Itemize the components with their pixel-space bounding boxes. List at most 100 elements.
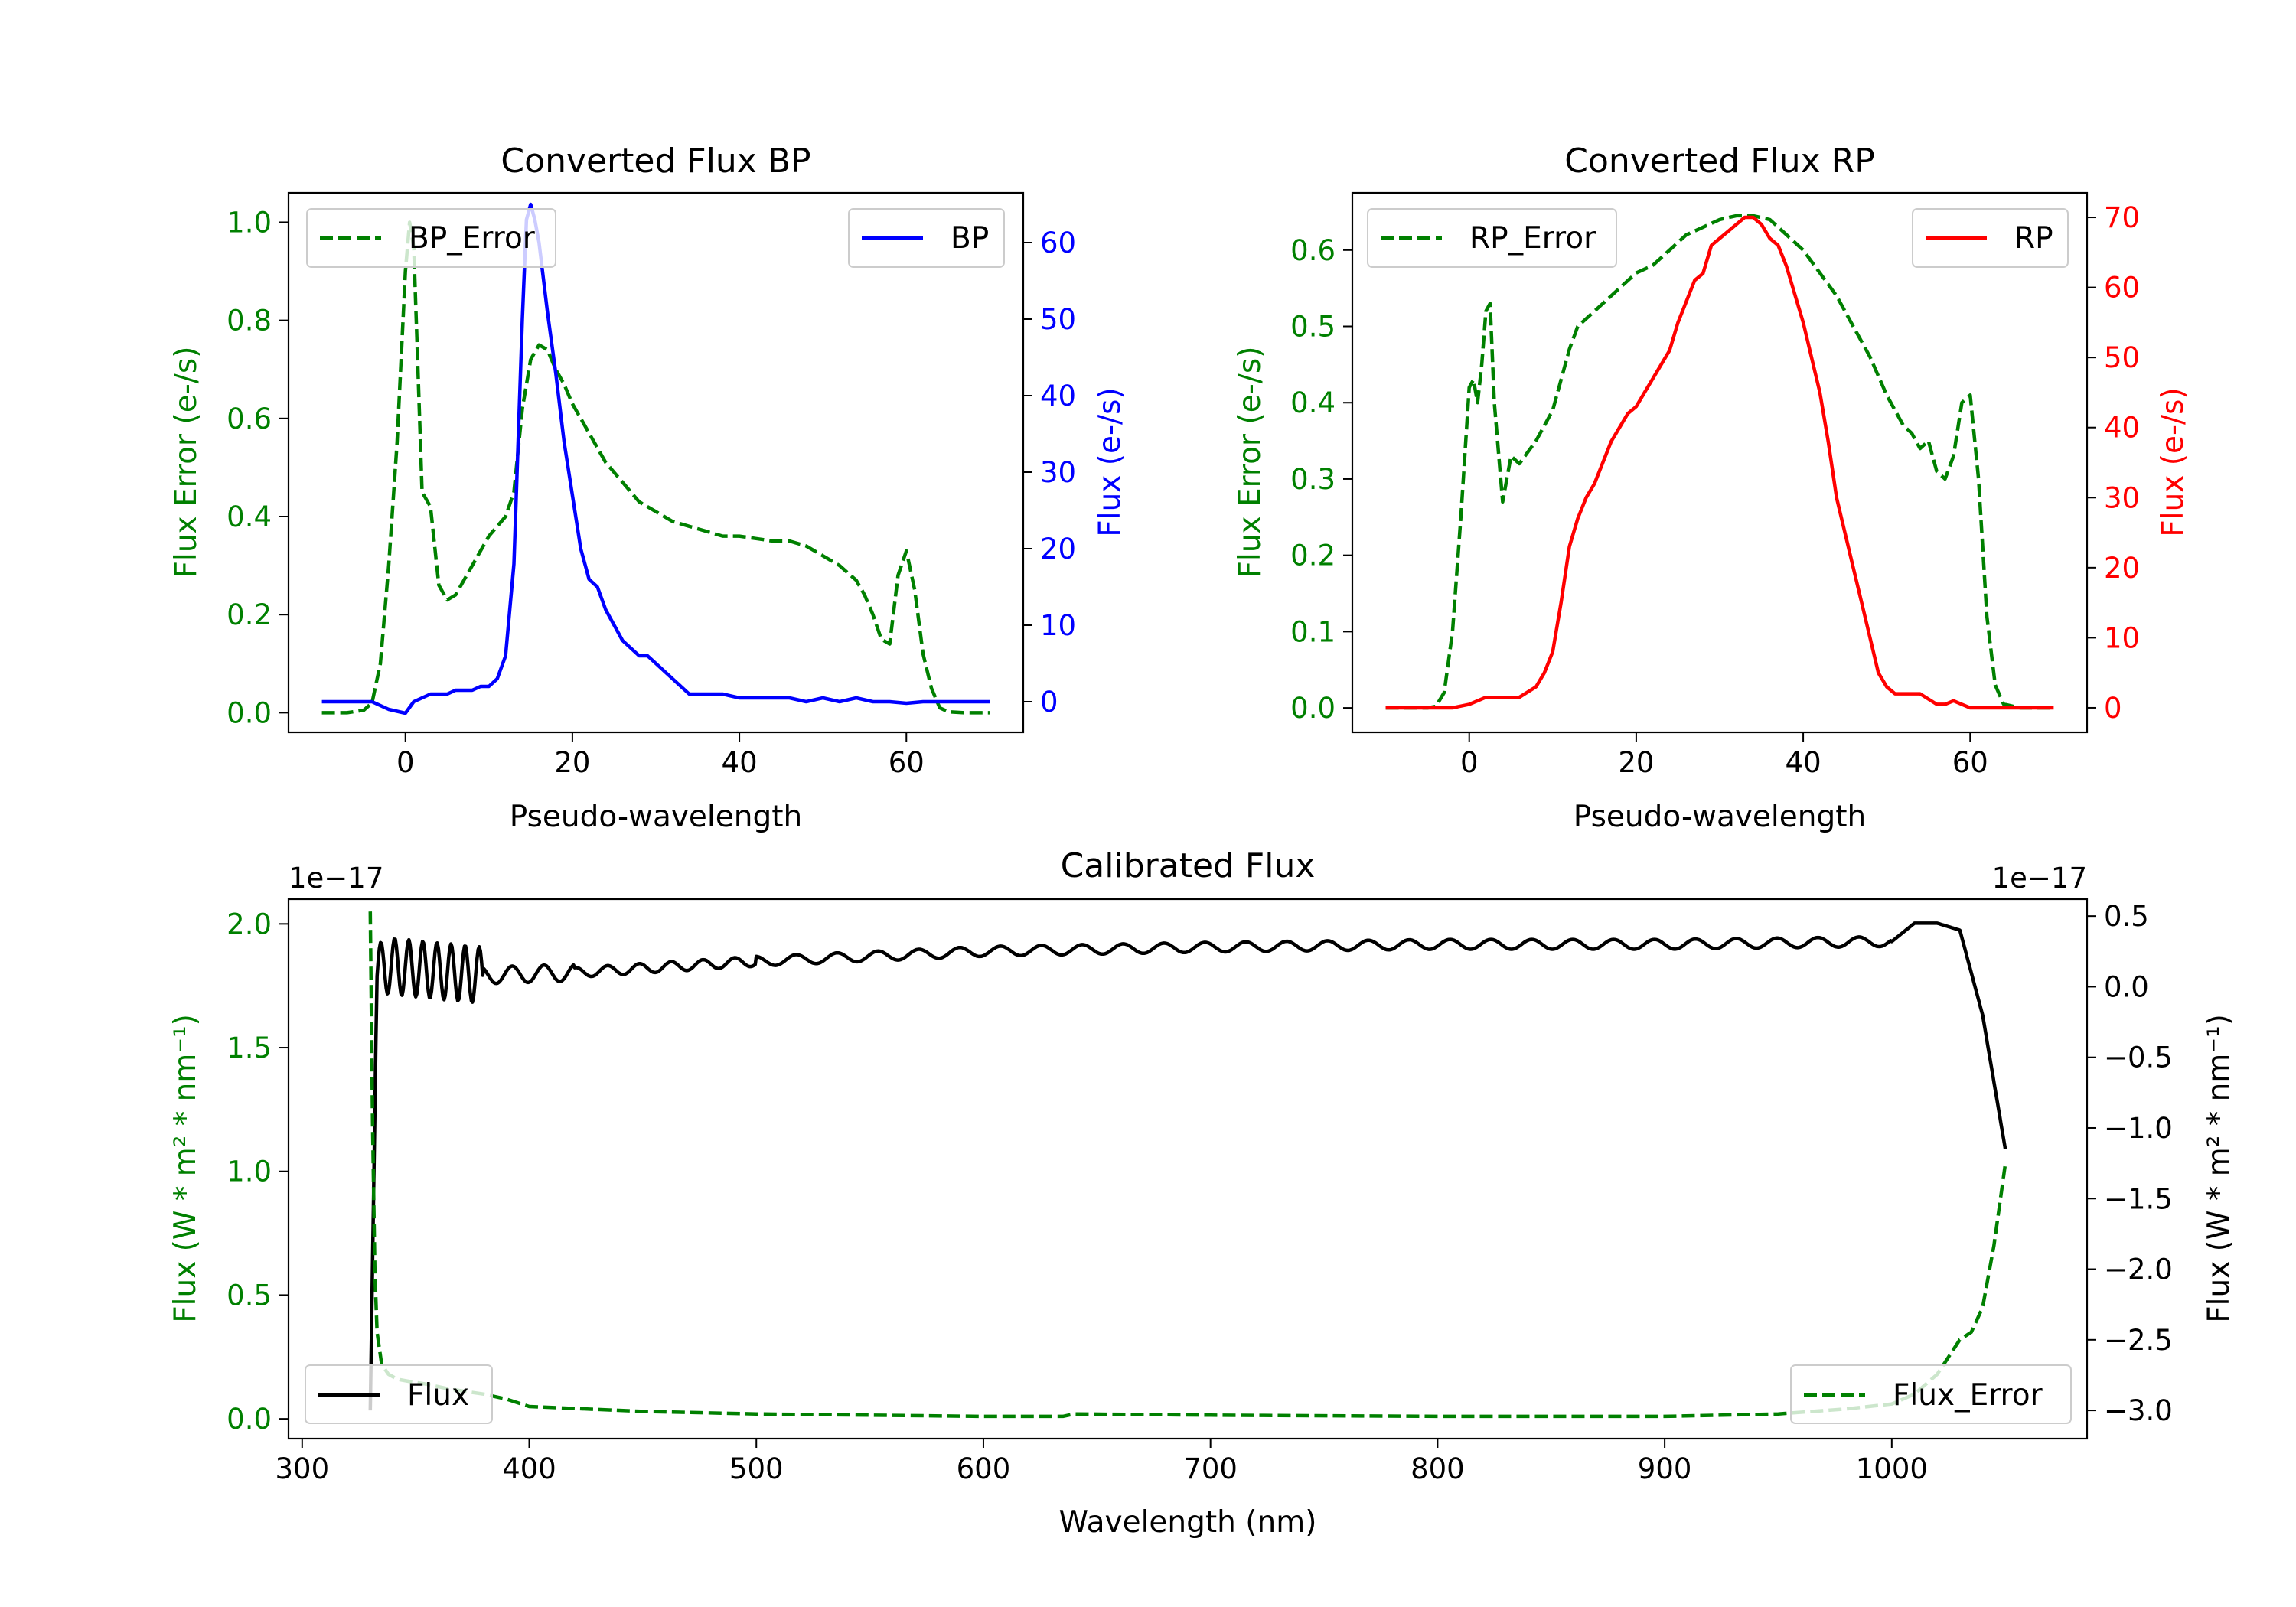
- calibrated-right-label: Flux (W * m² * nm⁻¹): [2202, 1014, 2236, 1323]
- rp-axes-frame: [1351, 191, 2089, 734]
- rp-legend: RP: [1912, 208, 2069, 268]
- calibrated-axes-frame: [287, 898, 2089, 1440]
- rp-error-legend-box: [1367, 208, 1617, 268]
- rp-subplot: Converted Flux RP 0 20 40 60 0.00.10.20.30.…: [1233, 142, 2190, 834]
- bp-left-tick-label: 0.8: [227, 305, 272, 337]
- rp-right-tick-label: 20: [2104, 552, 2140, 585]
- bp-x-ticks: 0 20 40 60: [396, 732, 925, 779]
- rp-series-rp-error: [1385, 214, 2054, 710]
- bp-left-ticks: 0.0 0.2 0.4 0.6 0.8 1.0: [227, 206, 289, 729]
- rp-left-ticks: 0.0 0.1 0.2 0.3 0.4 0.5 0.6: [1290, 234, 1352, 725]
- rp-right-ticks: 0 10 20 30 40 50 60 70: [2087, 201, 2140, 725]
- bp-right-tick-label: 40: [1040, 380, 1076, 412]
- rp-right-tick-label: 40: [2104, 412, 2140, 445]
- cal-x-tick-label: 900: [1638, 1452, 1692, 1485]
- cal-right-tick-label: −2.0: [2104, 1253, 2173, 1286]
- rp-left-tick-label: 0.6: [1290, 234, 1336, 267]
- rp-left-tick-label: 0.5: [1290, 311, 1336, 344]
- rp-left-label: Flux Error (e-/s): [1233, 347, 1267, 579]
- rp-right-tick-label: 10: [2104, 621, 2140, 654]
- rp-left-tick-label: 0.4: [1290, 386, 1336, 419]
- bp-error-legend-label: BP_Error: [409, 221, 536, 256]
- rp-error-legend: RP_Error: [1367, 208, 1617, 268]
- rp-x-tick-label: 60: [1952, 746, 1988, 779]
- bp-series-bp: [321, 202, 990, 715]
- rp-x-tick-label: 40: [1786, 746, 1821, 779]
- rp-left-tick-label: 0.0: [1290, 692, 1336, 725]
- calibrated-right-offset-text: 1e−17: [1992, 862, 2087, 895]
- bp-right-tick-label: 20: [1040, 533, 1076, 566]
- cal-x-tick-label: 600: [957, 1452, 1011, 1485]
- bp-right-tick-label: 10: [1040, 609, 1076, 642]
- rp-left-tick-label: 0.2: [1290, 539, 1336, 572]
- flux-error-legend-label: Flux_Error: [1893, 1378, 2043, 1413]
- cal-right-tick-label: −1.0: [2104, 1112, 2173, 1145]
- bp-x-tick-label: 20: [554, 746, 590, 779]
- cal-x-tick-label: 1000: [1856, 1452, 1928, 1485]
- cal-right-tick-label: 0.0: [2104, 970, 2149, 1003]
- bp-x-tick-label: 0: [396, 746, 415, 779]
- rp-x-tick-label: 20: [1618, 746, 1654, 779]
- bp-left-tick-label: 0.0: [227, 696, 272, 729]
- cal-right-tick-label: −0.5: [2104, 1041, 2173, 1074]
- bp-left-tick-label: 0.2: [227, 598, 272, 631]
- cal-series-flux: [368, 921, 2007, 1411]
- rp-left-tick-label: 0.1: [1290, 615, 1336, 648]
- bp-plot-area: [321, 202, 990, 715]
- cal-x-tick-label: 800: [1411, 1452, 1465, 1485]
- cal-left-tick-label: 0.5: [227, 1279, 272, 1312]
- bp-right-tick-label: 0: [1040, 686, 1058, 719]
- cal-left-tick-label: 1.5: [227, 1032, 272, 1064]
- cal-left-tick-label: 1.0: [227, 1156, 272, 1188]
- rp-x-ticks: 0 20 40 60: [1460, 732, 1988, 779]
- rp-x-tick-label: 0: [1460, 746, 1479, 779]
- bp-axes-frame: [287, 191, 1025, 734]
- flux-error-legend-box: [1790, 1364, 2072, 1424]
- cal-right-tick-label: 0.5: [2104, 900, 2149, 933]
- calibrated-x-ticks: 300 400 500 600 700 800 900 1000: [275, 1439, 1928, 1485]
- flux-legend-box: [305, 1364, 493, 1424]
- cal-right-tick-label: −1.5: [2104, 1182, 2173, 1215]
- rp-error-legend-label: RP_Error: [1469, 221, 1596, 256]
- rp-title: Converted Flux RP: [1564, 142, 1875, 181]
- bp-title: Converted Flux BP: [501, 142, 810, 181]
- cal-right-tick-label: −2.5: [2104, 1324, 2173, 1357]
- cal-x-tick-label: 400: [502, 1452, 556, 1485]
- bp-left-label: Flux Error (e-/s): [169, 347, 204, 579]
- bp-legend: BP: [848, 208, 1005, 268]
- bp-right-tick-label: 50: [1040, 303, 1076, 336]
- bp-left-tick-label: 1.0: [227, 206, 272, 239]
- rp-left-tick-label: 0.3: [1290, 463, 1336, 496]
- calibrated-subplot: Calibrated Flux 1e−17 1e−17 300 400 500 600…: [168, 846, 2236, 1540]
- cal-x-tick-label: 500: [729, 1452, 784, 1485]
- bp-right-tick-label: 30: [1040, 456, 1076, 489]
- calibrated-left-offset-text: 1e−17: [289, 862, 383, 895]
- bp-subplot: Converted Flux BP 0 20 40 60 0.00.20.40.60.…: [169, 142, 1127, 834]
- calibrated-right-ticks: 0.5 0.0 −0.5 −1.0 −1.5 −2.0 −2.5 −3.0: [2087, 900, 2173, 1427]
- rp-x-label: Pseudo-wavelength: [1574, 800, 1866, 834]
- cal-right-tick-label: −3.0: [2104, 1394, 2173, 1427]
- bp-right-label: Flux (e-/s): [1093, 387, 1127, 536]
- rp-right-tick-label: 30: [2104, 481, 2140, 514]
- bp-error-legend: BP_Error: [306, 208, 556, 268]
- bp-x-tick-label: 60: [889, 746, 925, 779]
- rp-right-tick-label: 70: [2104, 201, 2140, 234]
- rp-right-tick-label: 0: [2104, 692, 2122, 725]
- flux-error-legend: Flux_Error: [1790, 1364, 2072, 1424]
- bp-left-tick-label: 0.6: [227, 403, 272, 435]
- bp-right-tick-label: 60: [1040, 227, 1076, 259]
- flux-legend-label: Flux: [407, 1378, 469, 1413]
- bp-left-tick-label: 0.4: [227, 500, 272, 533]
- bp-legend-label: BP: [951, 221, 989, 256]
- bp-right-ticks: 0 10 20 30 40 50 60: [1023, 227, 1076, 719]
- bp-x-tick-label: 40: [722, 746, 758, 779]
- rp-legend-label: RP: [2014, 221, 2053, 256]
- flux-legend: Flux: [305, 1364, 493, 1424]
- rp-series-rp: [1385, 215, 2054, 710]
- cal-left-tick-label: 0.0: [227, 1403, 272, 1436]
- calibrated-left-ticks: 0.0 0.5 1.0 1.5 2.0: [227, 908, 289, 1436]
- rp-plot-area: [1385, 214, 2054, 710]
- rp-right-tick-label: 50: [2104, 341, 2140, 374]
- bp-series-bp-error: [321, 220, 990, 715]
